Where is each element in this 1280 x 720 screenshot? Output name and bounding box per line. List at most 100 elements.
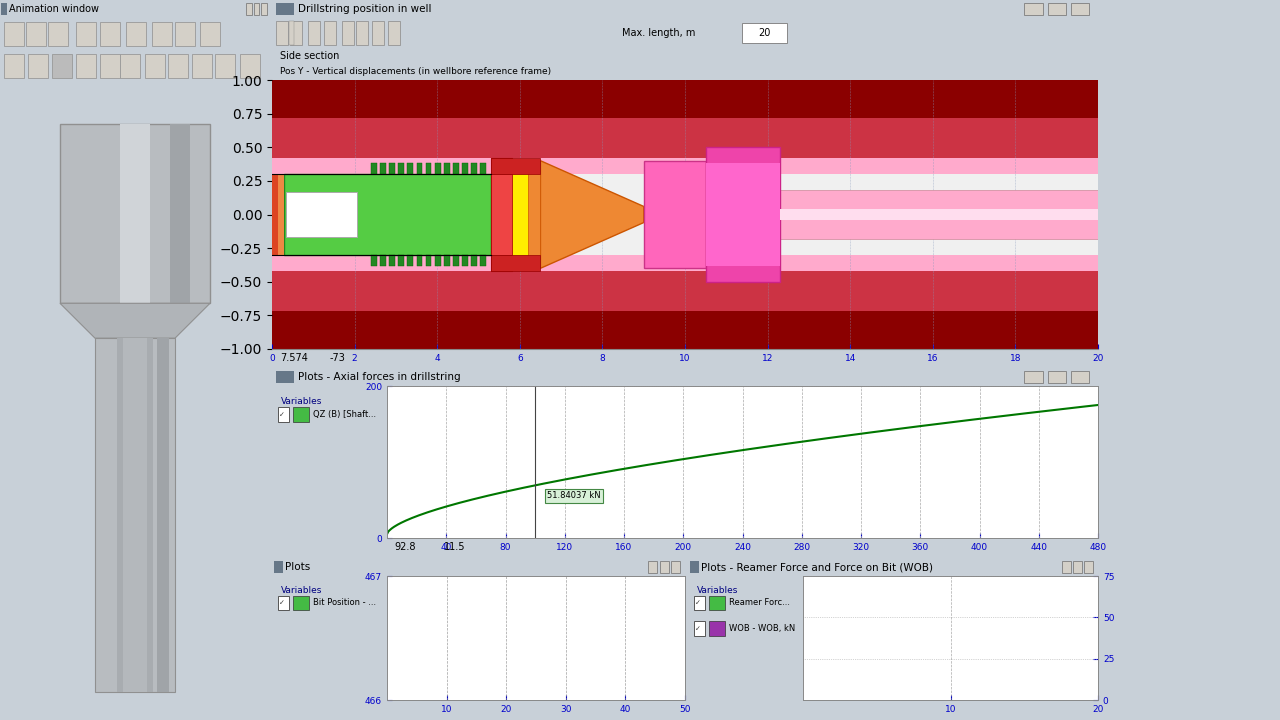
Bar bbox=[1071, 3, 1089, 15]
Text: ✓: ✓ bbox=[279, 412, 284, 418]
Bar bbox=[120, 124, 150, 303]
Bar bbox=[273, 158, 1098, 271]
Text: 51.84037 kN: 51.84037 kN bbox=[547, 492, 600, 500]
Bar bbox=[276, 3, 294, 15]
Bar bbox=[388, 21, 399, 45]
Bar bbox=[1047, 3, 1066, 15]
Bar bbox=[471, 255, 477, 266]
Bar bbox=[672, 561, 681, 573]
Bar bbox=[273, 271, 1098, 311]
Bar bbox=[480, 163, 486, 174]
Bar bbox=[200, 22, 220, 46]
Bar bbox=[274, 561, 283, 573]
Bar bbox=[253, 3, 260, 15]
Bar bbox=[416, 163, 422, 174]
Bar bbox=[170, 124, 189, 303]
Bar bbox=[1, 3, 8, 15]
Bar bbox=[278, 596, 289, 610]
Bar bbox=[1084, 561, 1093, 573]
Bar bbox=[273, 255, 1098, 271]
Text: Pos Y - Vertical displacements (in wellbore reference frame): Pos Y - Vertical displacements (in wellb… bbox=[280, 68, 552, 76]
Bar bbox=[371, 163, 376, 174]
Bar bbox=[380, 255, 387, 266]
Bar bbox=[168, 54, 188, 78]
Bar bbox=[1071, 371, 1089, 383]
Bar bbox=[492, 255, 540, 271]
Bar bbox=[694, 621, 705, 636]
Bar bbox=[492, 158, 512, 271]
Bar bbox=[690, 561, 699, 573]
Bar bbox=[273, 174, 278, 255]
Bar bbox=[444, 163, 449, 174]
Text: Drillstring position in well: Drillstring position in well bbox=[298, 4, 431, 14]
Bar bbox=[287, 192, 357, 238]
Text: ✓: ✓ bbox=[695, 626, 700, 631]
Bar bbox=[273, 158, 1098, 174]
Text: Plots - Reamer Force and Force on Bit (WOB): Plots - Reamer Force and Force on Bit (W… bbox=[701, 562, 933, 572]
Bar bbox=[492, 174, 512, 255]
Bar bbox=[293, 596, 308, 610]
Bar bbox=[278, 408, 289, 423]
Bar bbox=[480, 255, 486, 266]
Bar bbox=[426, 163, 431, 174]
Bar bbox=[152, 22, 172, 46]
Text: 20: 20 bbox=[758, 28, 771, 38]
Bar bbox=[780, 209, 1098, 220]
Text: Bit Position - ...: Bit Position - ... bbox=[314, 598, 376, 608]
Text: Plots: Plots bbox=[285, 562, 311, 572]
Bar bbox=[100, 54, 120, 78]
Bar bbox=[120, 54, 140, 78]
Bar bbox=[453, 163, 458, 174]
Bar bbox=[407, 163, 413, 174]
Bar bbox=[4, 22, 24, 46]
Bar bbox=[742, 23, 787, 43]
Bar bbox=[371, 255, 376, 266]
Bar bbox=[291, 21, 302, 45]
Bar bbox=[289, 21, 294, 45]
Bar bbox=[284, 174, 492, 255]
Bar bbox=[398, 255, 404, 266]
Bar bbox=[705, 163, 780, 266]
Bar bbox=[116, 338, 154, 692]
Bar bbox=[60, 124, 210, 303]
Bar bbox=[780, 190, 1098, 239]
Text: Plots - Axial forces in drillstring: Plots - Axial forces in drillstring bbox=[298, 372, 461, 382]
Bar bbox=[293, 408, 308, 423]
Bar bbox=[426, 255, 431, 266]
Bar bbox=[261, 3, 268, 15]
Bar bbox=[709, 621, 724, 636]
Text: Variables: Variables bbox=[282, 586, 323, 595]
Text: Max. length, m: Max. length, m bbox=[622, 28, 695, 38]
Bar bbox=[100, 22, 120, 46]
Bar bbox=[241, 54, 260, 78]
Text: -73: -73 bbox=[330, 353, 346, 363]
Bar bbox=[276, 21, 288, 45]
Bar bbox=[709, 596, 724, 610]
Bar bbox=[4, 54, 24, 78]
Bar bbox=[145, 54, 165, 78]
Bar bbox=[462, 163, 467, 174]
Text: Variables: Variables bbox=[698, 586, 739, 595]
Bar bbox=[389, 255, 396, 266]
Bar bbox=[175, 22, 195, 46]
Bar bbox=[372, 21, 384, 45]
Bar bbox=[435, 255, 440, 266]
Text: 11.5: 11.5 bbox=[444, 542, 466, 552]
Bar bbox=[435, 163, 440, 174]
Polygon shape bbox=[540, 161, 644, 269]
Bar bbox=[694, 596, 705, 610]
Bar bbox=[1047, 371, 1066, 383]
Bar bbox=[125, 338, 145, 692]
Text: WOB - WOB, kN: WOB - WOB, kN bbox=[730, 624, 796, 633]
Bar bbox=[659, 561, 669, 573]
Text: 92.8: 92.8 bbox=[394, 542, 416, 552]
Bar bbox=[1073, 561, 1082, 573]
Bar bbox=[308, 21, 320, 45]
Bar bbox=[492, 158, 540, 174]
Bar bbox=[512, 174, 540, 255]
Bar bbox=[49, 22, 68, 46]
Bar bbox=[416, 255, 422, 266]
Text: Variables: Variables bbox=[282, 397, 323, 405]
Bar bbox=[1024, 3, 1043, 15]
Bar bbox=[705, 148, 780, 282]
